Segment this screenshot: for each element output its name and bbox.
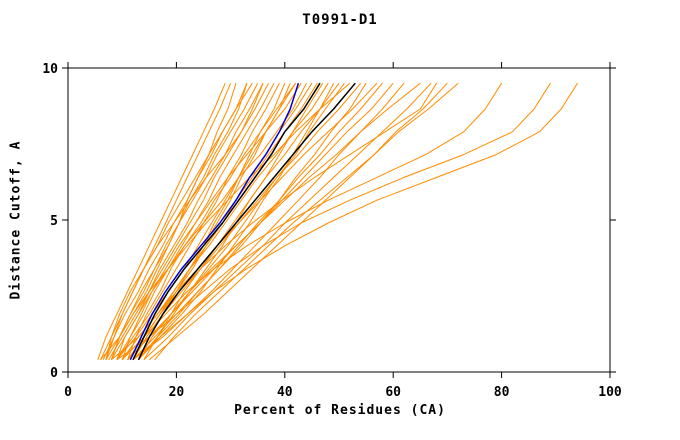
curve-orange (127, 82, 345, 361)
curve-orange (116, 82, 280, 361)
curve-black (132, 82, 321, 361)
x-tick-label: 80 (494, 385, 510, 400)
curve-orange (102, 83, 248, 361)
x-tick-label: 60 (385, 385, 401, 400)
curve-orange (138, 82, 421, 361)
curve-orange (116, 82, 297, 361)
curve-orange (132, 82, 405, 361)
curve-orange (132, 82, 335, 361)
y-tick-label: 10 (42, 62, 58, 77)
x-tick-label: 0 (64, 385, 72, 400)
curve-orange (111, 83, 291, 361)
x-tick-label: 100 (598, 385, 622, 400)
curve-orange (100, 83, 232, 361)
y-axis-label: Distance Cutoff, A (8, 140, 24, 300)
curve-orange (127, 82, 297, 360)
y-tick-label: 0 (50, 366, 58, 381)
curve-orange (108, 82, 264, 361)
x-tick-label: 40 (277, 385, 293, 400)
curve-blue (129, 82, 300, 361)
curve-orange (138, 82, 383, 361)
curve-orange (154, 82, 459, 361)
x-tick-label: 20 (169, 385, 185, 400)
curve-orange (97, 83, 226, 360)
curve-orange (121, 82, 329, 361)
y-tick-label: 5 (50, 214, 58, 229)
curve-orange (132, 82, 438, 361)
x-axis-label: Percent of Residues (CA) (234, 403, 446, 418)
curve-orange (110, 82, 269, 361)
curve-orange (127, 82, 503, 361)
curve-orange (100, 83, 237, 361)
curve-orange (132, 82, 551, 361)
curve-black (137, 82, 356, 361)
chart-title: T0991-D1 (302, 12, 378, 28)
curve-orange (138, 82, 578, 361)
curve-orange (127, 82, 318, 361)
